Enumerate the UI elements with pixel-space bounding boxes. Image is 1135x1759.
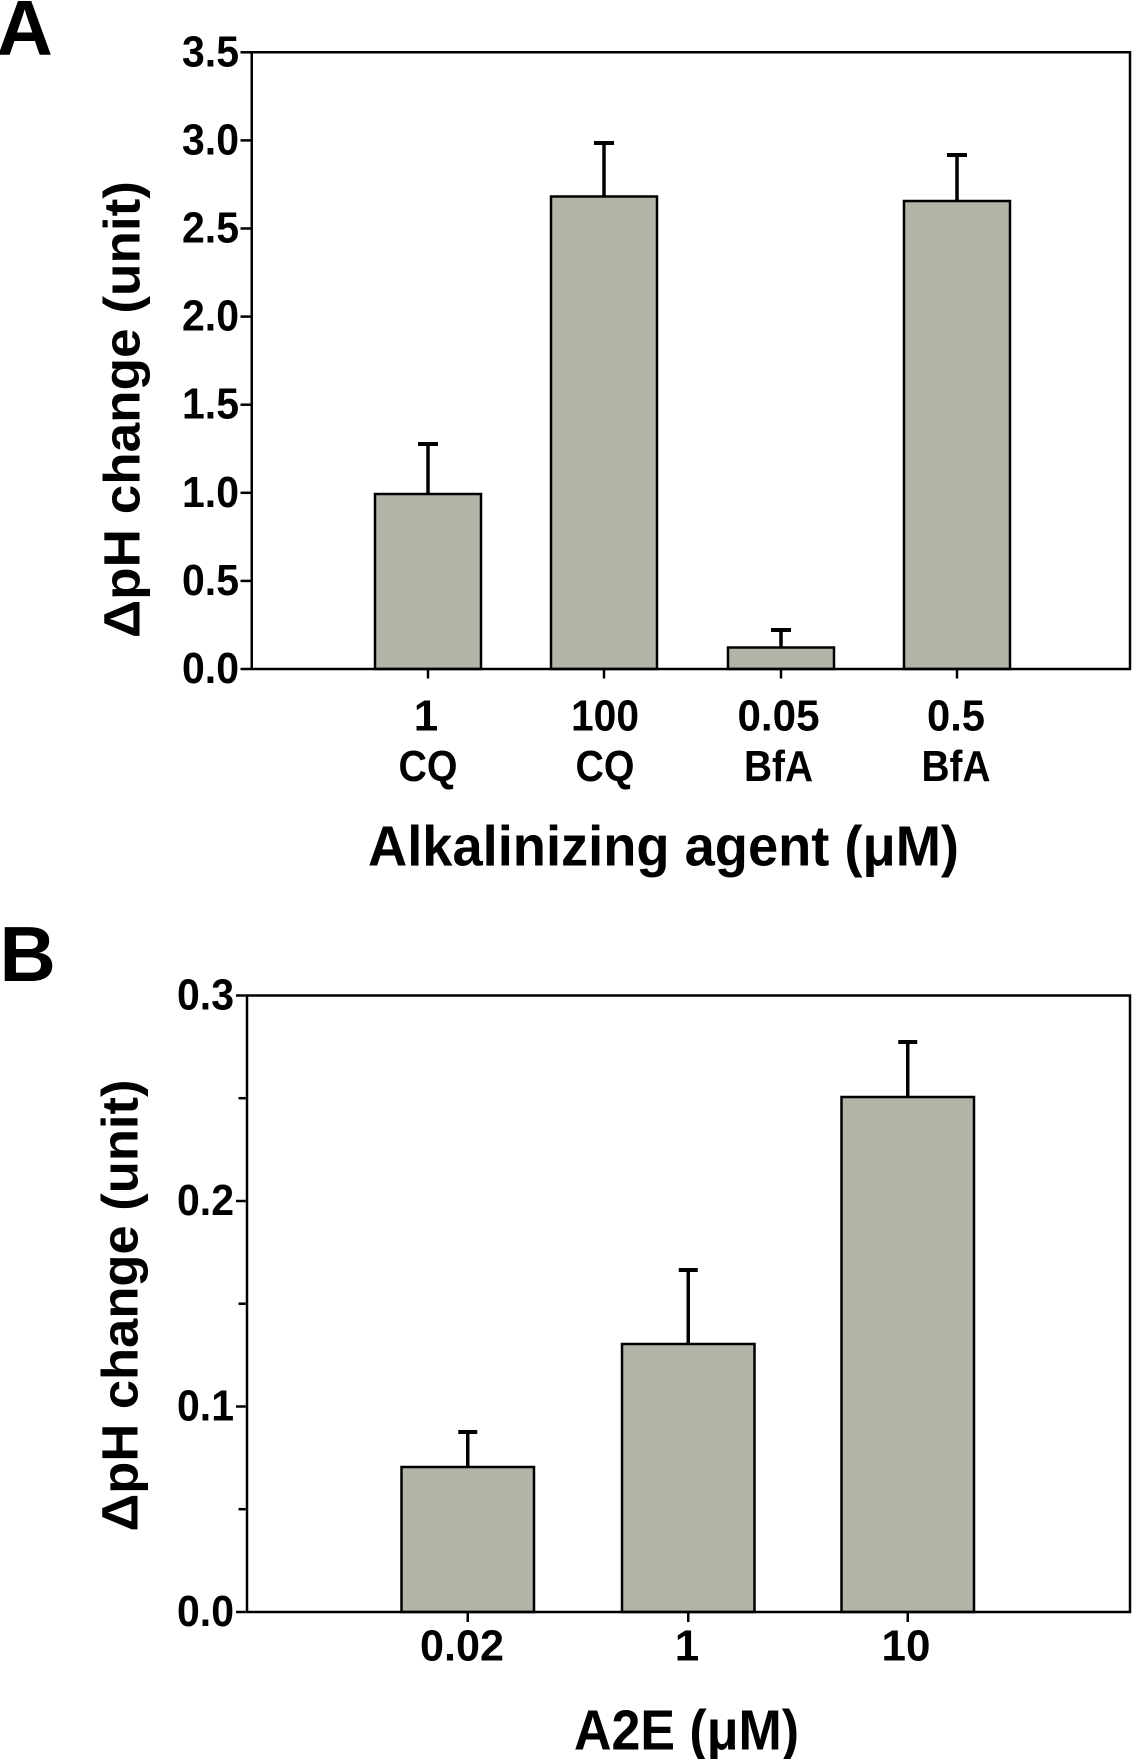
svg-text:0.0: 0.0 [182,644,239,693]
svg-text:2.5: 2.5 [182,204,239,253]
svg-text:0.02: 0.02 [420,1622,504,1671]
svg-text:ΔpH change (unit): ΔpH change (unit) [92,1080,149,1532]
svg-text:0.5: 0.5 [182,556,239,605]
svg-text:0.0: 0.0 [177,1587,234,1636]
svg-text:CQ: CQ [576,742,635,791]
svg-text:BfA: BfA [922,742,991,791]
svg-text:10: 10 [882,1622,931,1671]
svg-text:1.5: 1.5 [182,380,239,429]
svg-text:0.1: 0.1 [177,1382,234,1431]
svg-text:0.2: 0.2 [177,1176,234,1225]
svg-text:ΔpH change (unit): ΔpH change (unit) [94,181,151,638]
svg-text:CQ: CQ [399,742,458,791]
svg-text:A: A [0,0,53,72]
svg-text:0.05: 0.05 [738,692,820,741]
svg-text:1: 1 [414,692,438,741]
svg-text:1.0: 1.0 [182,468,239,517]
svg-text:0.3: 0.3 [177,971,234,1020]
svg-text:0.5: 0.5 [927,692,985,741]
svg-text:1: 1 [675,1622,699,1671]
svg-text:A2E (μM): A2E (μM) [574,1699,799,1759]
svg-text:BfA: BfA [744,742,813,791]
svg-text:3.0: 3.0 [182,115,239,164]
svg-text:2.0: 2.0 [182,292,239,341]
svg-text:B: B [0,910,56,998]
svg-text:3.5: 3.5 [182,27,239,76]
svg-text:Alkalinizing agent (μM): Alkalinizing agent (μM) [368,815,959,879]
svg-text:100: 100 [571,692,639,741]
